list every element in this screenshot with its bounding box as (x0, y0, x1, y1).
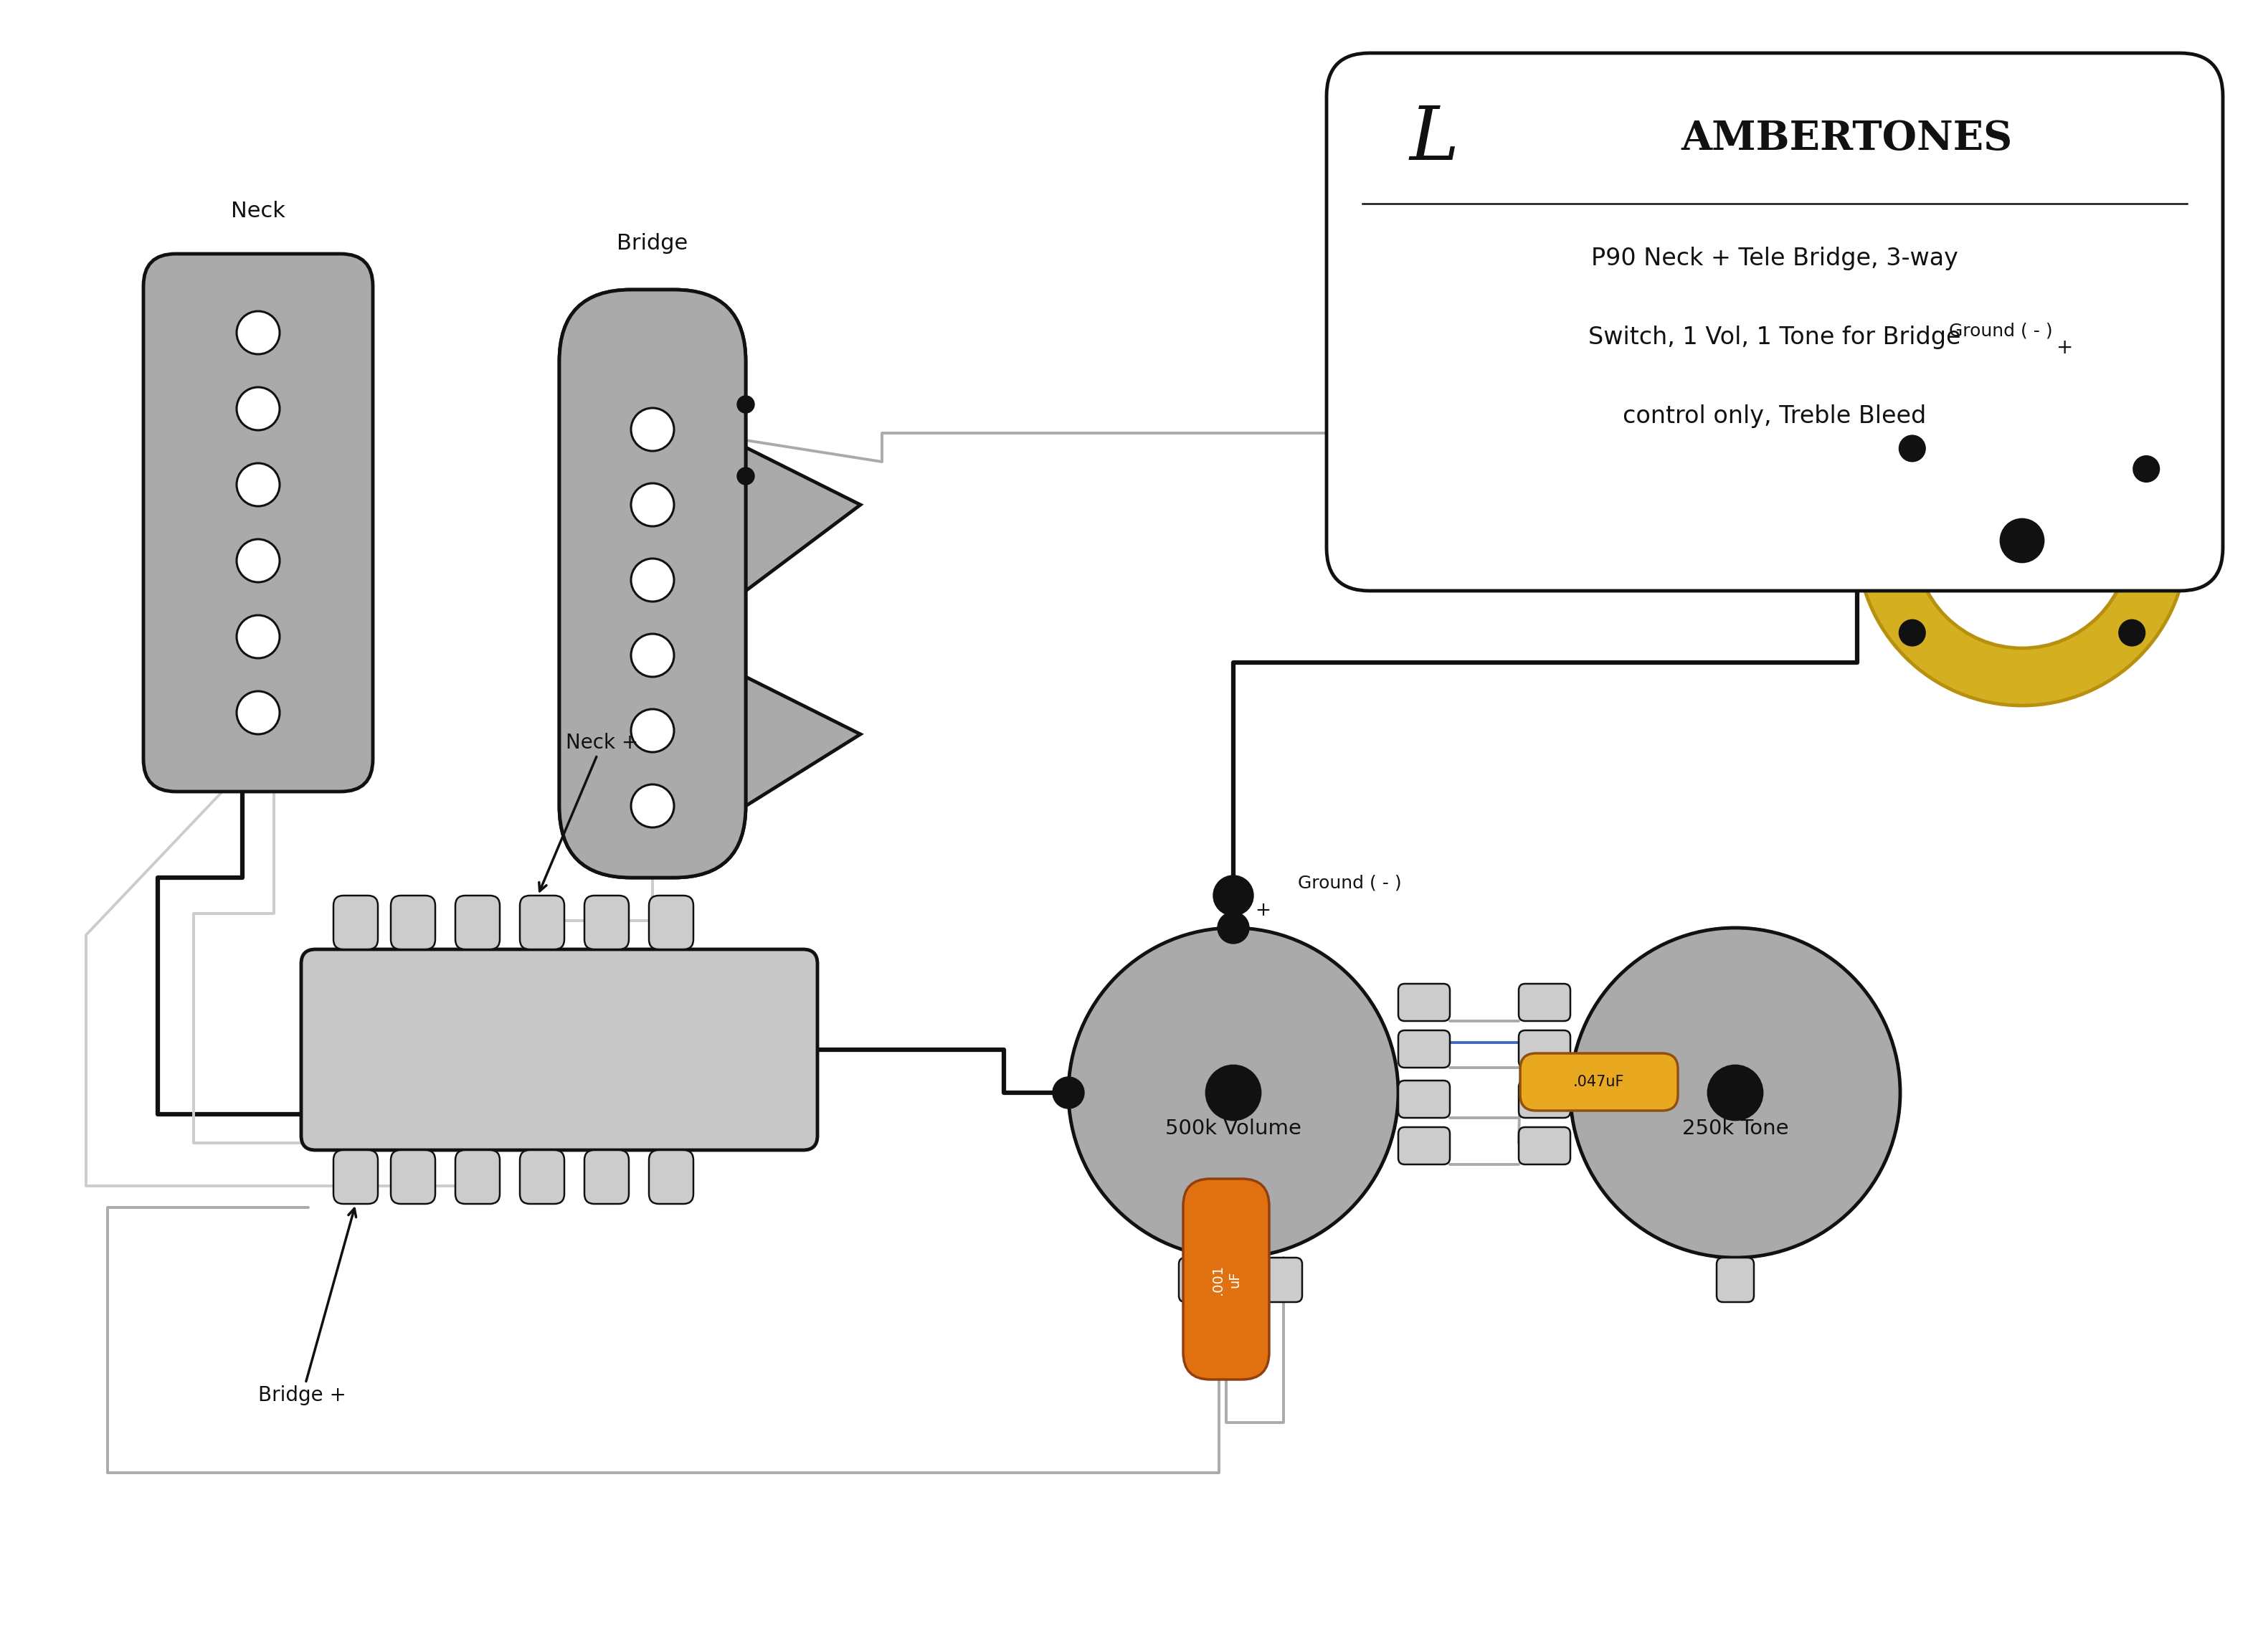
Circle shape (1856, 375, 2188, 705)
Circle shape (630, 634, 675, 677)
FancyBboxPatch shape (560, 289, 745, 877)
Circle shape (237, 691, 280, 733)
Circle shape (2001, 519, 2043, 562)
Circle shape (2118, 620, 2145, 646)
FancyBboxPatch shape (300, 950, 817, 1150)
FancyBboxPatch shape (391, 895, 436, 950)
FancyBboxPatch shape (334, 1150, 377, 1204)
Circle shape (630, 408, 675, 451)
FancyBboxPatch shape (1520, 983, 1569, 1021)
FancyBboxPatch shape (648, 1150, 693, 1204)
Circle shape (1217, 912, 1249, 943)
Text: control only, Treble Bleed: control only, Treble Bleed (1624, 405, 1926, 428)
FancyBboxPatch shape (585, 1150, 630, 1204)
FancyBboxPatch shape (1520, 1127, 1569, 1165)
Text: Bridge: Bridge (616, 233, 689, 254)
Circle shape (1915, 433, 2129, 648)
FancyBboxPatch shape (1325, 53, 2222, 591)
Circle shape (630, 484, 675, 527)
FancyBboxPatch shape (1520, 1080, 1569, 1118)
Circle shape (1899, 620, 1926, 646)
FancyBboxPatch shape (456, 895, 499, 950)
Circle shape (1217, 881, 1249, 912)
Circle shape (736, 468, 754, 484)
Text: L: L (1409, 102, 1459, 175)
Polygon shape (745, 677, 860, 806)
FancyBboxPatch shape (391, 1150, 436, 1204)
FancyBboxPatch shape (1264, 1257, 1303, 1302)
Circle shape (1707, 1066, 1763, 1120)
Circle shape (1899, 436, 1926, 461)
Text: +: + (2057, 337, 2073, 358)
Text: Switch, 1 Vol, 1 Tone for Bridge: Switch, 1 Vol, 1 Tone for Bridge (1587, 325, 1960, 349)
Circle shape (2134, 456, 2159, 482)
FancyBboxPatch shape (145, 254, 373, 791)
FancyBboxPatch shape (1398, 1031, 1450, 1067)
Text: P90 Neck + Tele Bridge, 3-way: P90 Neck + Tele Bridge, 3-way (1592, 246, 1958, 271)
Circle shape (1569, 928, 1901, 1257)
Text: Ground ( - ): Ground ( - ) (1949, 322, 2053, 340)
FancyBboxPatch shape (519, 895, 564, 950)
FancyBboxPatch shape (1179, 1257, 1217, 1302)
Text: 250k Tone: 250k Tone (1682, 1118, 1788, 1138)
Circle shape (237, 463, 280, 506)
Circle shape (736, 396, 754, 413)
Circle shape (1052, 1077, 1084, 1108)
FancyBboxPatch shape (560, 289, 745, 877)
FancyBboxPatch shape (1222, 1257, 1260, 1302)
FancyBboxPatch shape (1183, 1180, 1269, 1379)
Polygon shape (745, 448, 860, 591)
Text: AMBERTONES: AMBERTONES (1680, 119, 2012, 159)
Circle shape (237, 539, 280, 582)
Circle shape (1206, 1066, 1260, 1120)
FancyBboxPatch shape (334, 895, 377, 950)
Circle shape (1068, 928, 1398, 1257)
Text: Bridge +: Bridge + (257, 1209, 357, 1406)
FancyBboxPatch shape (1398, 1127, 1450, 1165)
Text: .001
uF: .001 uF (1210, 1264, 1242, 1295)
Circle shape (237, 311, 280, 354)
Text: Neck +: Neck + (540, 733, 639, 890)
Circle shape (630, 558, 675, 601)
Circle shape (1213, 876, 1253, 915)
FancyBboxPatch shape (519, 1150, 564, 1204)
FancyBboxPatch shape (1520, 1054, 1678, 1110)
Text: Ground ( - ): Ground ( - ) (1298, 874, 1402, 890)
FancyBboxPatch shape (585, 895, 630, 950)
FancyBboxPatch shape (1716, 1257, 1754, 1302)
Text: Neck: Neck (230, 202, 285, 221)
Circle shape (630, 709, 675, 752)
Text: .047uF: .047uF (1574, 1075, 1626, 1089)
Circle shape (630, 785, 675, 828)
FancyBboxPatch shape (456, 1150, 499, 1204)
FancyBboxPatch shape (1520, 1031, 1569, 1067)
FancyBboxPatch shape (1398, 1080, 1450, 1118)
FancyBboxPatch shape (648, 895, 693, 950)
Text: 500k Volume: 500k Volume (1165, 1118, 1301, 1138)
Circle shape (237, 387, 280, 430)
Circle shape (237, 615, 280, 657)
FancyBboxPatch shape (1398, 983, 1450, 1021)
Text: +: + (1255, 902, 1271, 920)
